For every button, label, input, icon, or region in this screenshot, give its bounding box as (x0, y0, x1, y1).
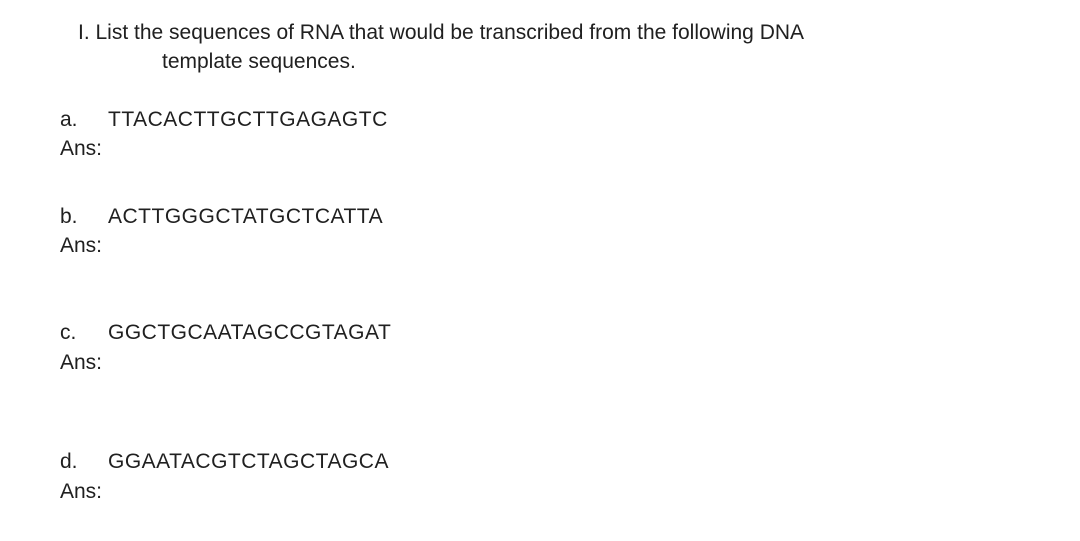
item-label-b: b. (60, 202, 108, 231)
item-label-d: d. (60, 447, 108, 476)
worksheet-page: I. List the sequences of RNA that would … (0, 0, 1080, 506)
answer-label-b: Ans: (60, 231, 1020, 260)
question-title: I. List the sequences of RNA that would … (78, 18, 1020, 77)
sequence-d: GGAATACGTCTAGCTAGCA (108, 447, 389, 476)
subquestion-b: b. ACTTGGGCTATGCTCATTA Ans: (60, 202, 1020, 261)
sequence-b: ACTTGGGCTATGCTCATTA (108, 202, 383, 231)
answer-label-a: Ans: (60, 134, 1020, 163)
question-row: a. TTACACTTGCTTGAGAGTC (60, 105, 1020, 134)
title-line-1: I. List the sequences of RNA that would … (78, 18, 1020, 47)
answer-label-d: Ans: (60, 477, 1020, 506)
question-row: c. GGCTGCAATAGCCGTAGAT (60, 318, 1020, 347)
item-label-a: a. (60, 105, 108, 134)
subquestion-c: c. GGCTGCAATAGCCGTAGAT Ans: (60, 318, 1020, 377)
title-line-2: template sequences. (162, 47, 1020, 76)
subquestion-d: d. GGAATACGTCTAGCTAGCA Ans: (60, 447, 1020, 506)
item-label-c: c. (60, 318, 108, 347)
subquestion-a: a. TTACACTTGCTTGAGAGTC Ans: (60, 105, 1020, 164)
question-row: b. ACTTGGGCTATGCTCATTA (60, 202, 1020, 231)
answer-label-c: Ans: (60, 348, 1020, 377)
question-row: d. GGAATACGTCTAGCTAGCA (60, 447, 1020, 476)
sequence-a: TTACACTTGCTTGAGAGTC (108, 105, 388, 134)
sequence-c: GGCTGCAATAGCCGTAGAT (108, 318, 391, 347)
